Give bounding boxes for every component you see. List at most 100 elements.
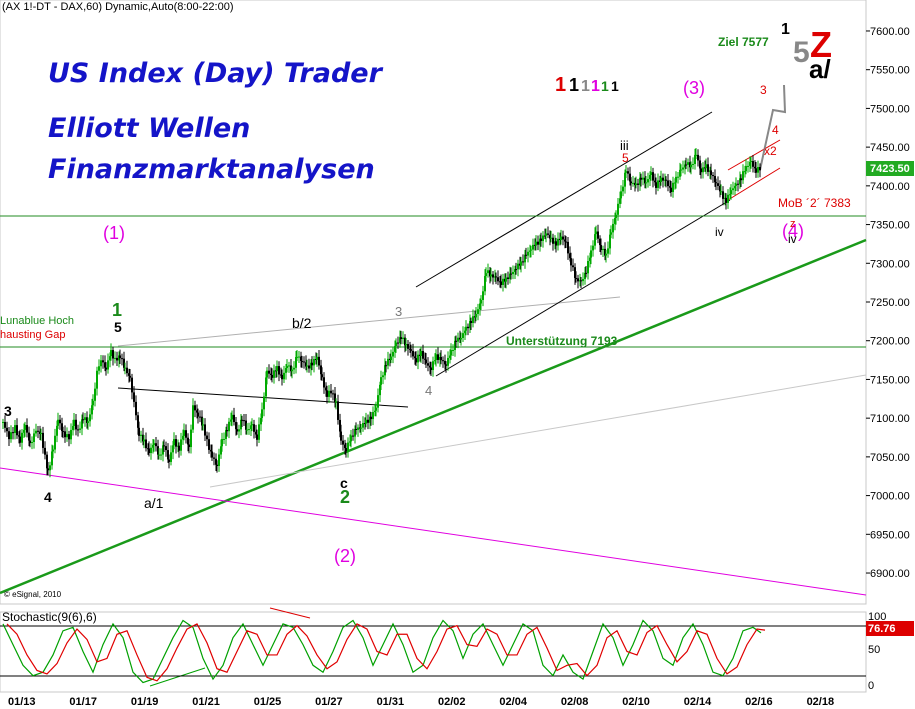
candle-body	[192, 405, 194, 430]
candle-body	[172, 445, 174, 453]
candle-body	[490, 274, 492, 277]
candle-body	[213, 457, 215, 459]
candle-body	[489, 270, 491, 277]
candle-body	[216, 464, 218, 466]
target-label: Ziel 7577	[718, 35, 769, 49]
candle-body	[390, 356, 392, 360]
candle-body	[414, 356, 416, 359]
candle-body	[467, 326, 469, 329]
y-tick-label: 7200.00	[870, 336, 910, 348]
candle-body	[285, 368, 287, 373]
candle-body	[325, 387, 327, 391]
candle-body	[61, 423, 63, 432]
stoch-divergence-red	[269, 607, 311, 619]
candle-body	[662, 177, 664, 181]
y-tick-label: 7300.00	[870, 258, 910, 270]
candle-body	[530, 249, 532, 251]
candle-body	[298, 356, 300, 358]
wave-count-5: 5	[114, 319, 122, 335]
candle-body	[268, 370, 270, 374]
wave-count-4-left: 4	[44, 489, 52, 505]
candle-body	[163, 445, 165, 447]
candle-body	[677, 176, 679, 178]
candle-body	[153, 443, 155, 445]
candle-body	[175, 439, 177, 447]
wave-count-green-2: 2	[340, 487, 350, 507]
candle-body	[730, 190, 732, 195]
candle-body	[330, 390, 332, 394]
candle-body	[425, 359, 427, 364]
candle-body	[475, 313, 477, 318]
stoch-value-box	[866, 621, 914, 636]
candle-body	[750, 161, 752, 163]
candle-body	[612, 223, 614, 233]
candle-body	[672, 182, 674, 193]
wave-annotations: (1) (2) (3) (4) Ziel 7577 MoB ´2´ 7383 U…	[0, 21, 851, 566]
candle-body	[447, 357, 449, 366]
big-one-black: 1	[569, 75, 579, 95]
candle-body	[599, 238, 601, 246]
candle-body	[649, 174, 651, 180]
candle-body	[170, 452, 172, 462]
candle-body	[465, 326, 467, 331]
candle-body	[199, 416, 201, 418]
candle-body	[437, 354, 439, 360]
x-tick-label: 01/17	[69, 696, 97, 708]
candle-body	[157, 446, 159, 455]
candle-body	[129, 375, 131, 378]
wave-label-1: (1)	[103, 223, 125, 243]
candle-body	[597, 231, 599, 239]
candle-body	[6, 427, 8, 432]
candle-body	[138, 427, 140, 436]
candle-body	[261, 409, 263, 419]
candle-body	[619, 198, 621, 204]
candle-body	[109, 356, 111, 361]
wave-count-3-red: 3	[760, 83, 767, 97]
candle-body	[744, 171, 746, 173]
candle-body	[630, 181, 632, 184]
candle-body	[524, 254, 526, 263]
grey-upper-line	[117, 296, 621, 347]
y-tick-label: 7150.00	[870, 374, 910, 386]
candle-body	[455, 340, 457, 342]
candle-body	[250, 425, 252, 430]
candle-body	[732, 188, 734, 191]
channel-lower-line	[435, 199, 731, 377]
candle-body	[527, 251, 529, 256]
stoch-tick-0: 0	[868, 680, 874, 692]
candle-body	[584, 272, 586, 280]
price-candles	[2, 148, 761, 478]
candle-body	[220, 446, 222, 455]
candle-body	[265, 377, 267, 397]
candle-body	[432, 361, 434, 371]
wave-count-x2: x2	[764, 144, 777, 158]
x-tick-label: 02/04	[499, 696, 527, 708]
candle-body	[469, 321, 471, 329]
candle-body	[40, 432, 42, 434]
candle-body	[637, 183, 639, 185]
candle-body	[211, 451, 213, 458]
big-one-grey: 1	[581, 78, 590, 95]
candle-body	[68, 434, 70, 440]
candle-body	[47, 468, 49, 471]
candle-body	[485, 273, 487, 276]
candle-body	[652, 172, 654, 181]
candle-body	[700, 168, 702, 173]
candle-body	[92, 400, 94, 406]
candle-body	[8, 431, 10, 440]
candle-body	[555, 241, 557, 246]
candle-body	[650, 172, 652, 175]
candle-body	[339, 419, 341, 432]
candle-body	[607, 248, 609, 254]
candle-body	[332, 393, 334, 395]
stochastic-panel-frame	[0, 611, 867, 693]
x-tick-label: 01/31	[377, 696, 405, 708]
wave-count-iii: iii	[620, 138, 629, 153]
candle-body	[557, 238, 559, 246]
candle-body	[278, 366, 280, 375]
candle-body	[754, 166, 756, 169]
title-line-3: Finanzmarktanalysen	[48, 154, 375, 185]
candle-body	[665, 179, 667, 181]
support-label: Unterstützung 7193	[506, 334, 618, 348]
candle-body	[283, 372, 285, 380]
